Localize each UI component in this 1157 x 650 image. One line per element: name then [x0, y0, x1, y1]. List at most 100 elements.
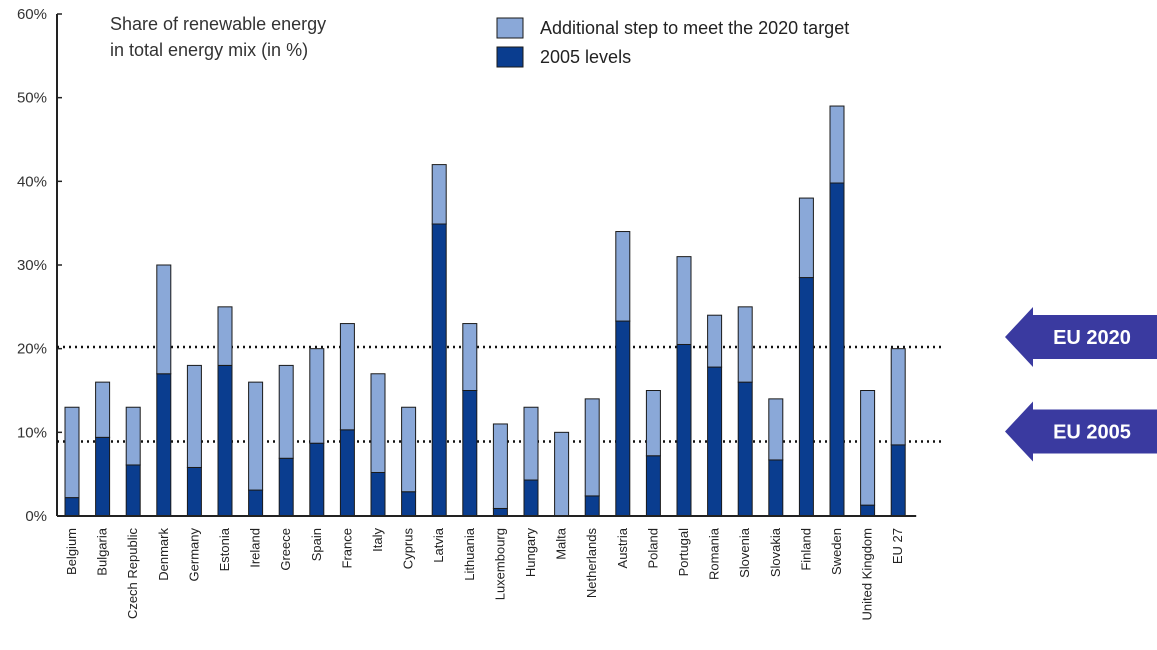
bar-2005 — [829, 182, 845, 517]
x-tick-label: France — [339, 528, 354, 568]
bar-additional — [339, 323, 355, 431]
bar-2005 — [768, 459, 784, 517]
bar-additional — [492, 423, 508, 509]
x-tick-label: Malta — [554, 527, 569, 560]
bar-2005 — [186, 466, 202, 517]
bar-2005 — [125, 464, 141, 517]
x-tick-label: Luxembourg — [492, 528, 507, 600]
bar-additional — [125, 406, 141, 466]
bar-2005 — [278, 457, 294, 517]
bar-additional — [248, 381, 264, 491]
chart-title: Share of renewable energy in total energy… — [110, 14, 326, 60]
title-line: in total energy mix (in %) — [110, 40, 308, 60]
x-tick-label: Czech Republic — [125, 528, 140, 620]
bar-2005 — [217, 364, 233, 517]
y-tick-label: 30% — [17, 257, 47, 274]
bar-additional — [737, 306, 753, 383]
bar-2005 — [523, 479, 539, 517]
x-tick-label: Denmark — [156, 528, 171, 581]
bar-2005 — [462, 390, 478, 517]
y-tick-label: 60% — [17, 6, 47, 23]
bar-2005 — [370, 471, 386, 517]
bar-additional — [95, 381, 111, 438]
arrow-label: EU 2020 — [1053, 327, 1131, 349]
x-tick-label: Estonia — [217, 527, 232, 571]
bar-additional — [156, 264, 172, 375]
bar-additional — [860, 390, 876, 506]
x-tick-label: Hungary — [523, 528, 538, 578]
bar-additional — [798, 197, 814, 279]
bar-additional — [64, 406, 80, 499]
x-tick-label: Cyprus — [401, 528, 416, 570]
bar-additional — [829, 105, 845, 184]
x-tick-label: Latvia — [431, 527, 446, 562]
bar-additional — [523, 406, 539, 481]
bar-2005 — [798, 277, 814, 517]
y-tick-label: 0% — [25, 508, 47, 525]
x-tick-label: Italy — [370, 528, 385, 552]
bar-additional — [768, 398, 784, 461]
x-tick-label: Netherlands — [584, 528, 599, 599]
y-tick-label: 40% — [17, 173, 47, 190]
bar-2005 — [248, 489, 264, 517]
bar-2005 — [156, 373, 172, 517]
x-tick-label: Romania — [707, 527, 722, 580]
x-tick-label: Bulgaria — [95, 527, 110, 575]
x-tick-label: Portugal — [676, 528, 691, 577]
y-tick-label: 50% — [17, 90, 47, 107]
title-line: Share of renewable energy — [110, 14, 326, 34]
bar-2005 — [309, 442, 325, 517]
bar-2005 — [431, 223, 447, 517]
bar-additional — [645, 390, 661, 457]
bar-2005 — [676, 343, 692, 517]
y-tick-label: 20% — [17, 341, 47, 358]
legend-label: 2005 levels — [540, 47, 631, 67]
bar-2005 — [615, 320, 631, 517]
legend-swatch — [496, 46, 524, 68]
bar-2005 — [645, 455, 661, 517]
bar-additional — [554, 431, 570, 517]
bar-2005 — [890, 444, 906, 517]
x-tick-label: Sweden — [829, 528, 844, 575]
x-tick-label: Greece — [278, 528, 293, 571]
bar-2005 — [860, 504, 876, 517]
bar-additional — [278, 364, 294, 459]
x-tick-label: Slovakia — [768, 527, 783, 577]
y-tick-label: 10% — [17, 424, 47, 441]
legend-swatch — [496, 17, 524, 39]
bar-additional — [584, 398, 600, 497]
x-tick-label: Spain — [309, 528, 324, 561]
x-tick-label: Slovenia — [737, 527, 752, 578]
bar-additional — [676, 256, 692, 345]
bar-additional — [462, 323, 478, 392]
arrow-left-icon — [1005, 401, 1157, 462]
x-tick-label: United Kingdom — [860, 528, 875, 621]
bar-2005 — [64, 497, 80, 517]
arrow-left-icon — [1005, 306, 1157, 367]
bar-2005 — [737, 381, 753, 517]
bar-additional — [186, 364, 202, 468]
x-tick-label: Belgium — [64, 528, 79, 575]
bar-2005 — [584, 495, 600, 517]
bar-additional — [431, 164, 447, 225]
bar-additional — [615, 231, 631, 322]
y-axis: 0% 10% 20% 30% 40% 50% 60% — [17, 6, 62, 525]
legend: Additional step to meet the 2020 target 2… — [496, 17, 849, 68]
x-tick-label: Ireland — [248, 528, 263, 568]
bar-additional — [890, 348, 906, 446]
bar-additional — [370, 373, 386, 473]
x-tick-label: EU 27 — [890, 528, 905, 564]
x-tick-label: Finland — [798, 528, 813, 571]
x-tick-label: Lithuania — [462, 527, 477, 581]
bar-2005 — [707, 366, 723, 517]
x-tick-label: Poland — [645, 528, 660, 568]
x-axis: Belgium Bulgaria Czech Republic Denmark Germ… — [57, 515, 917, 621]
bar-2005 — [95, 436, 111, 517]
reference-arrows: EU 2020 EU 2005 — [1005, 306, 1157, 462]
bar-2005 — [339, 429, 355, 517]
bar-additional — [217, 306, 233, 366]
bar-2005 — [492, 507, 508, 517]
bar-2005 — [401, 491, 417, 517]
x-tick-label: Germany — [186, 528, 201, 582]
